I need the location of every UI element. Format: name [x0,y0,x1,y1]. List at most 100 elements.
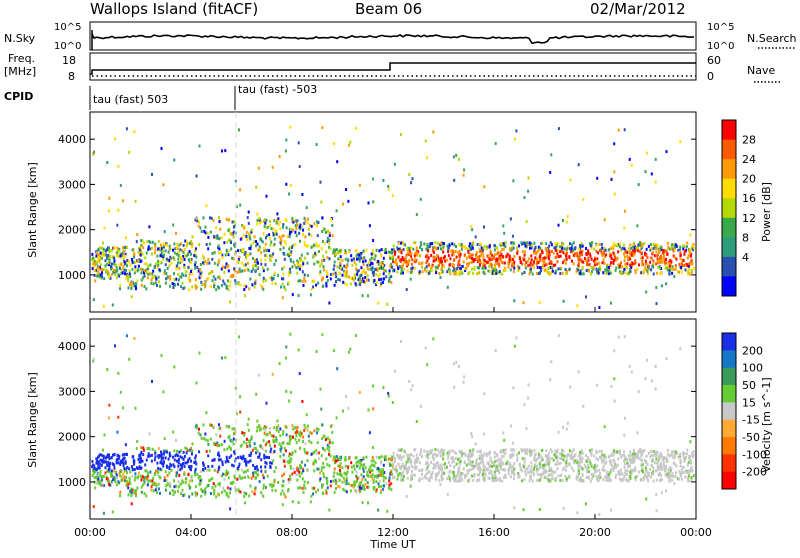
freq-tick-top: 18 [62,54,76,67]
power-cell [248,211,250,214]
velocity-cell [230,447,232,450]
velocity-cell [346,490,348,493]
power-cell [154,266,156,269]
velocity-cell [245,492,247,495]
power-cell [265,243,267,246]
power-cell [419,270,421,273]
nave-tick-top: 60 [707,54,721,67]
velocity-cell [667,453,669,456]
power-cell [389,269,391,272]
power-cell [327,279,329,282]
power-cell [585,247,587,250]
power-cell [393,248,395,251]
velocity-cell [141,491,143,494]
velocity-cell [327,437,329,440]
power-cell [373,252,375,255]
power-cell [257,261,259,264]
power-cell [669,259,671,262]
power-cell [490,252,492,255]
power-cell [391,266,393,269]
power-cell [221,150,223,153]
velocity-cell [336,455,338,458]
velocity-cell [208,479,210,482]
power-cell [291,266,293,269]
velocity-cell [389,464,391,467]
velocity-cell [389,484,391,487]
velocity-cell [468,478,470,481]
power-cell [651,247,653,250]
power-cell [672,268,674,271]
power-cell [342,274,344,277]
power-cell [610,302,612,305]
velocity-cell [373,464,375,467]
velocity-cell [210,438,212,441]
power-cell [533,252,535,255]
velocity-cell [290,467,292,470]
power-cell [468,271,470,274]
velocity-cell [265,450,267,453]
power-cell [475,235,477,238]
velocity-cell [550,360,552,363]
velocity-cell [328,449,330,452]
power-cell [201,230,203,233]
power-cell [324,228,326,231]
nave-tick-bottom: 0 [707,70,714,83]
power-cell [483,185,485,188]
power-cell [172,249,174,252]
velocity-cell [269,444,271,447]
velocity-cell [133,337,135,340]
velocity-cell [537,473,539,476]
power-cell [678,271,680,274]
power-cell [279,155,281,158]
velocity-cell [453,362,455,365]
velocity-cell [203,463,205,466]
power-cell [316,261,318,264]
velocity-cell [414,459,416,462]
velocity-cell [178,458,180,461]
velocity-cell [571,467,573,470]
velocity-cell [285,346,287,349]
velocity-cell [398,457,400,460]
power-cell [100,263,102,266]
velocity-cell [401,476,403,479]
velocity-cell [621,454,623,457]
power-cell [92,267,94,270]
power-cell [344,249,346,252]
velocity-cell [616,450,618,453]
power-cell [353,257,355,260]
velocity-cell [311,453,313,456]
power-cell [272,253,274,256]
power-cell [94,269,96,272]
velocity-cell [345,465,347,468]
power-cell [402,264,404,267]
velocity-cell [215,495,217,498]
power-cell [548,251,550,254]
power-cell [283,286,285,289]
power-cell [369,224,371,227]
velocity-cell [359,483,361,486]
power-cell [372,249,374,252]
velocity-cell [254,492,256,495]
velocity-cell [562,426,564,429]
power-cell [633,254,635,257]
power-cell [116,266,118,269]
power-cell [590,244,592,247]
power-cell [431,242,433,245]
power-cell [241,224,243,227]
velocity-cell [165,479,167,482]
power-cell [466,257,468,260]
velocity-cell [675,451,677,454]
velocity-cell [531,471,533,474]
power-cell [440,276,442,279]
power-cell [333,142,335,145]
power-cell [615,259,617,262]
power-cell [523,258,525,261]
power-cell [304,274,306,277]
velocity-cell [624,470,626,473]
velocity-cell [280,493,282,496]
power-cell [574,252,576,255]
colorbar-swatch [722,218,736,238]
power-cell [140,268,142,271]
power-cell [196,175,198,178]
power-cell [655,286,657,289]
